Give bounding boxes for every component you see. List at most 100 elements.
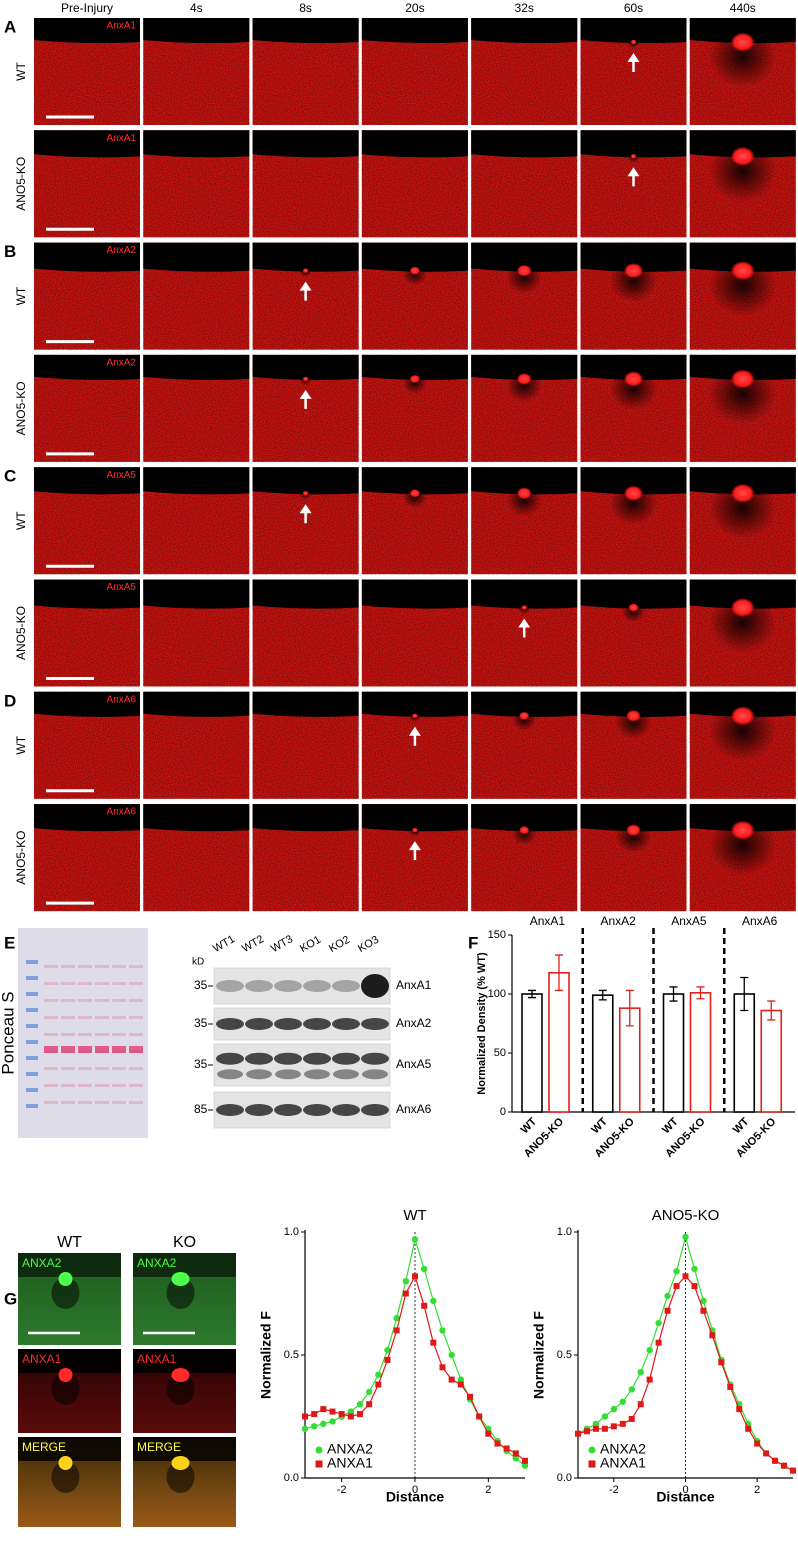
row-label: ANO5-KO [14, 381, 28, 435]
error-bar [740, 976, 749, 1012]
bar [760, 1009, 783, 1113]
blot-band [332, 980, 360, 992]
stain-label: AnxA6 [107, 694, 137, 705]
data-point [619, 1398, 626, 1405]
blot-strip [213, 1043, 391, 1087]
image-cell [34, 579, 140, 687]
image-cell [34, 467, 140, 575]
data-point [384, 1346, 391, 1354]
image-cell [361, 691, 468, 799]
time-point-header: 20s [405, 1, 424, 15]
y-tick-label: 0.5 [284, 1349, 299, 1361]
data-point [709, 1332, 716, 1339]
image-cell [252, 354, 359, 462]
kd-marker: 35 [194, 1057, 208, 1071]
gel-band [95, 1084, 109, 1087]
blot-band [361, 1104, 389, 1116]
data-point [664, 1292, 671, 1300]
gel-band [61, 982, 75, 985]
legend-label: ANXA2 [327, 1441, 373, 1457]
y-tick-label: 1.0 [557, 1226, 572, 1238]
background [252, 691, 359, 717]
data-point [365, 1388, 373, 1396]
image-cell [143, 804, 250, 912]
blot-band [332, 1052, 360, 1065]
error-bar [669, 986, 678, 1002]
image-cell [361, 130, 468, 238]
legend-swatch [588, 1460, 596, 1468]
bar [733, 993, 756, 1113]
gel-band [129, 965, 143, 968]
data-point [664, 1307, 671, 1314]
gel-band [112, 982, 126, 985]
y-tick-label: 150 [488, 929, 506, 941]
ladder-band [26, 992, 38, 996]
error-bar [528, 989, 536, 999]
background [252, 804, 359, 832]
blot-band [217, 1069, 243, 1080]
error-bar [767, 1000, 776, 1021]
lesion [615, 706, 652, 739]
data-point [421, 1302, 428, 1309]
repair-cap [171, 1272, 190, 1286]
kd-marker: 35 [194, 978, 208, 992]
gel-band-strong [129, 1046, 143, 1053]
image-cell [689, 242, 796, 350]
data-point [448, 1376, 455, 1383]
lane-label: KO1 [298, 934, 323, 955]
repair-cap [730, 261, 755, 281]
lesion [166, 1461, 195, 1493]
x-tick-label: -2 [609, 1484, 619, 1496]
legend-label: ANXA1 [600, 1455, 646, 1471]
image-cell [252, 691, 359, 799]
row-label: WT [14, 511, 28, 530]
data-point [356, 1401, 364, 1408]
y-tick-label: 1.0 [284, 1226, 299, 1238]
data-point [673, 1283, 680, 1290]
gel-band-strong [61, 1046, 75, 1053]
background [34, 579, 140, 609]
gel-band-strong [44, 1046, 58, 1053]
lesion [708, 591, 777, 654]
arrow-head [627, 53, 640, 62]
row-label: WT [14, 286, 28, 305]
image-cell [580, 354, 687, 462]
repair-cap [409, 266, 421, 275]
ponceau-label: Ponceau S [0, 991, 17, 1074]
gel-band [44, 1033, 58, 1036]
gel-band [112, 1016, 126, 1019]
data-point [522, 1457, 528, 1464]
y-tick-label: 100 [488, 988, 506, 1000]
background [34, 242, 140, 272]
y-tick-label: 0.0 [284, 1472, 299, 1484]
data-point [637, 1369, 644, 1376]
panel-letter: D [4, 691, 16, 710]
lesion [506, 369, 543, 403]
lane-label: WT1 [211, 933, 237, 955]
repair-cap [628, 603, 639, 612]
data-point [718, 1359, 725, 1366]
background [361, 467, 468, 495]
lesion [609, 481, 658, 525]
repair-cap [516, 372, 532, 385]
blot-band [304, 1069, 330, 1080]
image-cell [580, 579, 687, 687]
gel-band [129, 1033, 143, 1036]
blot-band [303, 1052, 331, 1065]
background [143, 130, 250, 158]
data-point [781, 1462, 788, 1469]
stain-label: AnxA1 [107, 21, 137, 32]
gel-band [78, 1067, 92, 1070]
image-cell [252, 242, 359, 350]
stain-label: AnxA5 [107, 582, 137, 593]
lesion [708, 140, 777, 202]
group-title: AnxA6 [742, 914, 778, 928]
panel-letter: C [4, 467, 16, 486]
background [471, 579, 578, 609]
gel-band [44, 1101, 58, 1104]
gel-band [129, 1016, 143, 1019]
data-point [430, 1297, 437, 1305]
data-point [375, 1381, 382, 1388]
y-tick-label: 0.5 [557, 1349, 572, 1361]
